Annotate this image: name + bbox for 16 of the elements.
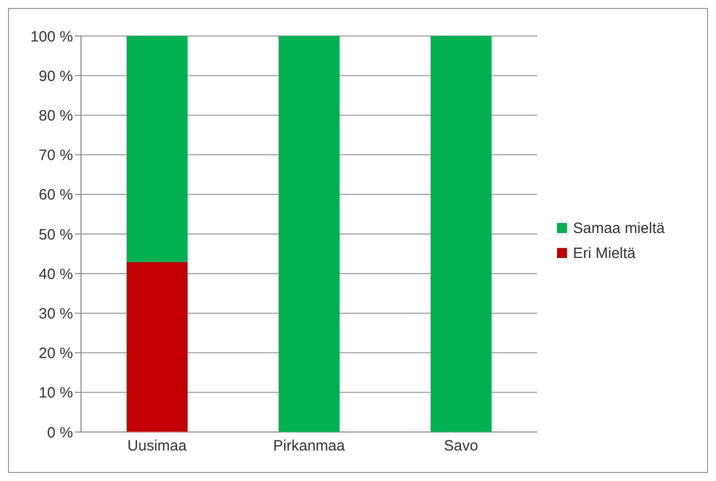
y-tick-label: 100 %: [30, 28, 73, 46]
y-tick-label: 0 %: [47, 424, 73, 442]
legend-label: Samaa mieltä: [573, 220, 665, 236]
y-tick-label: 80 %: [38, 108, 73, 125]
y-tick-label: 10 %: [38, 384, 73, 402]
y-tick-label: 70 %: [38, 147, 73, 164]
y-tick-label: 90 %: [38, 68, 73, 85]
y-tick-label: 50 %: [38, 226, 73, 244]
y-tick-label: 30 %: [38, 306, 73, 323]
y-tick-label: 40 %: [38, 266, 73, 283]
x-tick-label: Pirkanmaa: [273, 438, 346, 455]
y-tick-label: 60 %: [38, 186, 73, 204]
x-tick-label: Savo: [444, 438, 478, 455]
legend-label: Eri Mieltä: [573, 244, 636, 262]
x-tick-label: Uusimaa: [127, 438, 188, 455]
y-tick-label: 20 %: [38, 345, 73, 362]
